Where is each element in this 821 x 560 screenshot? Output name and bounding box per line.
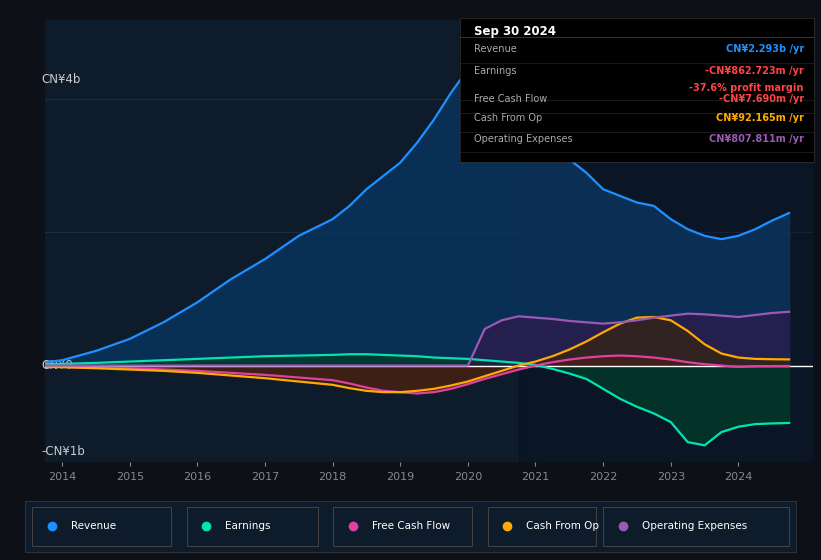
Text: Cash From Op: Cash From Op: [526, 521, 599, 531]
Text: CN¥0: CN¥0: [41, 359, 73, 372]
Text: -CN¥1b: -CN¥1b: [41, 445, 85, 458]
Text: -CN¥862.723m /yr: -CN¥862.723m /yr: [705, 66, 804, 76]
Text: Sep 30 2024: Sep 30 2024: [474, 25, 556, 38]
Text: Free Cash Flow: Free Cash Flow: [372, 521, 450, 531]
Text: -37.6% profit margin: -37.6% profit margin: [690, 83, 804, 93]
Text: CN¥807.811m /yr: CN¥807.811m /yr: [709, 133, 804, 143]
Text: Cash From Op: Cash From Op: [474, 113, 542, 123]
Text: Revenue: Revenue: [71, 521, 116, 531]
Text: Operating Expenses: Operating Expenses: [642, 521, 747, 531]
Text: Operating Expenses: Operating Expenses: [474, 133, 572, 143]
Text: Revenue: Revenue: [474, 44, 516, 54]
Text: CN¥4b: CN¥4b: [41, 73, 80, 86]
Text: Earnings: Earnings: [474, 66, 516, 76]
Text: CN¥92.165m /yr: CN¥92.165m /yr: [716, 113, 804, 123]
Bar: [519, 20, 813, 462]
Text: Earnings: Earnings: [225, 521, 271, 531]
Text: CN¥2.293b /yr: CN¥2.293b /yr: [726, 44, 804, 54]
Text: -CN¥7.690m /yr: -CN¥7.690m /yr: [718, 95, 804, 105]
Text: Free Cash Flow: Free Cash Flow: [474, 95, 548, 105]
